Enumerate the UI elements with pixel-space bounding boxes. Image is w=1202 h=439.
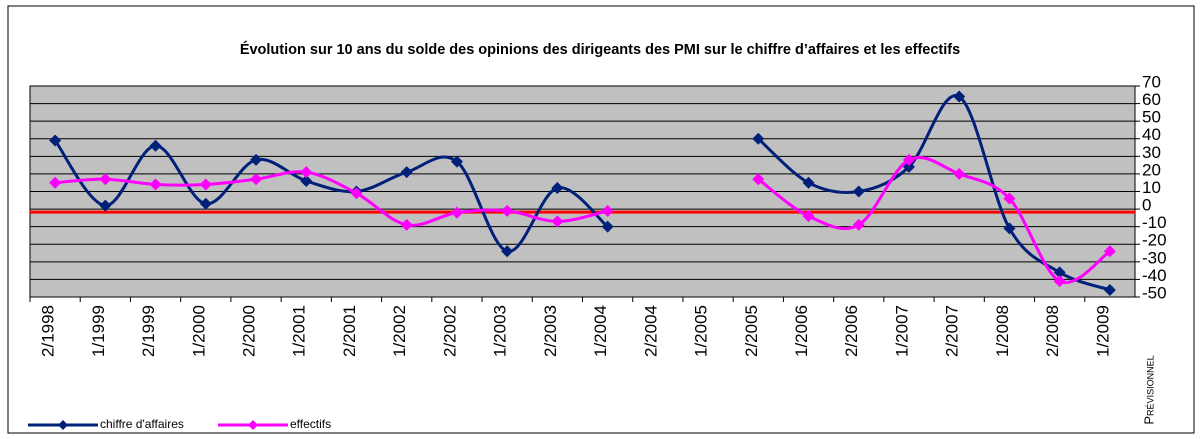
marker [149,139,162,152]
x-tick-label: 2/1999 [139,305,158,357]
y-tick-label: 20 [1142,160,1161,179]
marker [852,185,865,198]
x-tick-label: 2/2003 [541,305,560,357]
marker [551,215,564,228]
marker [450,206,463,219]
marker [902,153,915,166]
x-tick-label: 2/2005 [742,305,761,357]
x-tick-label: 1/2007 [892,305,911,357]
marker [601,204,614,217]
x-tick-label: 2/2008 [1043,305,1062,357]
marker [1053,266,1066,279]
marker [1003,192,1016,205]
marker [450,155,463,168]
marker [1103,245,1116,258]
y-tick-label: 50 [1142,108,1161,127]
x-tick-label: 2/1998 [39,305,58,357]
marker [1003,222,1016,235]
marker [149,178,162,191]
legend-label: effectifs [290,417,331,431]
y-tick-label: -10 [1142,213,1167,232]
marker [501,204,514,217]
marker [501,245,514,258]
marker [49,176,62,189]
y-tick-label: -30 [1142,248,1167,267]
x-tick-label: 2/2001 [340,305,359,357]
legend-label: chiffre d'affaires [100,417,184,431]
marker [350,187,363,200]
x-tick-label: 1/2009 [1093,305,1112,357]
x-tick-label: 1/1999 [89,305,108,357]
legend-marker [58,420,68,430]
marker [1103,283,1116,296]
marker [852,218,865,231]
marker [300,174,313,187]
y-tick-label: 40 [1142,125,1161,144]
marker [250,153,263,166]
marker [99,199,112,212]
y-tick-label: 30 [1142,143,1161,162]
x-tick-label: 2/2007 [943,305,962,357]
marker [300,166,313,179]
marker [802,210,815,223]
marker [49,134,62,147]
x-tick-label: 1/2003 [491,305,510,357]
marker [953,90,966,103]
marker [99,173,112,186]
marker [199,197,212,210]
x-tick-label: 2/2006 [842,305,861,357]
x-tick-label: 1/2001 [290,305,309,357]
marker [601,220,614,233]
marker [1053,275,1066,288]
marker [752,132,765,145]
legend-marker [248,420,258,430]
x-tick-label: 1/2002 [390,305,409,357]
x-tick-label: 2/2002 [440,305,459,357]
y-tick-label: 0 [1142,196,1151,215]
marker [752,173,765,186]
x-tick-label: 1/2008 [993,305,1012,357]
x-tick-label: 1/2005 [692,305,711,357]
x-tick-label: 2/2000 [240,305,259,357]
marker [199,178,212,191]
y-tick-label: -40 [1142,266,1167,285]
marker [400,218,413,231]
chart-title: Évolution sur 10 ans du solde des opinio… [240,41,960,58]
y-tick-label: 60 [1142,90,1161,109]
marker [802,176,815,189]
annotation: Prévisionnel [1141,355,1156,424]
x-tick-label: 1/2004 [591,305,610,357]
x-tick-label: 1/2000 [189,305,208,357]
marker [551,181,564,194]
series-line [53,139,609,253]
y-tick-label: -50 [1142,283,1167,302]
y-tick-label: -20 [1142,231,1167,250]
x-tick-label: 1/2006 [792,305,811,357]
marker [400,166,413,179]
marker [250,173,263,186]
x-tick-label: 2/2004 [641,305,660,357]
y-tick-label: 70 [1142,72,1161,91]
y-tick-label: 10 [1142,178,1161,197]
marker [902,160,915,173]
marker [953,167,966,180]
